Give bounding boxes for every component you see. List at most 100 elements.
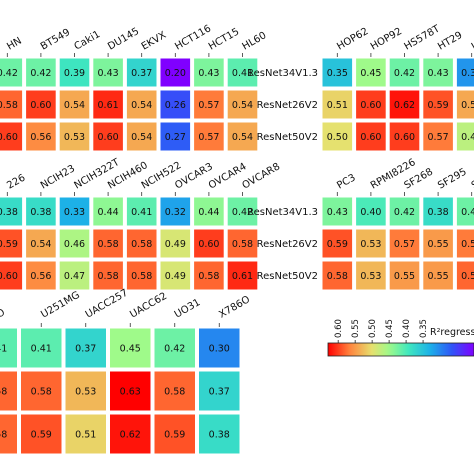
heatmap-cell-value: 0.56: [30, 132, 51, 143]
heatmap-cell: [159, 89, 192, 120]
heatmap-cell-value: 0.45: [120, 344, 141, 355]
heatmap-cell: [193, 196, 225, 227]
heatmap-cell: [58, 228, 91, 259]
heatmap-cell-value: 0.41: [232, 68, 253, 79]
heatmap-cell: [159, 228, 192, 259]
heatmap-cell: [0, 57, 24, 88]
heatmap-cell-value: 0.46: [64, 239, 85, 250]
heatmap-cell-value: 0.53: [64, 132, 85, 143]
column-label: IGROV1: [470, 24, 474, 53]
heatmap-cell: [226, 57, 259, 88]
heatmap-cell-value: 0.53: [360, 239, 381, 250]
heatmap-cell: [388, 121, 421, 152]
heatmap-cell: [159, 196, 192, 227]
heatmap-cell-value: 0.57: [198, 132, 219, 143]
heatmap-cell: [25, 196, 57, 227]
heatmap-cell: [20, 413, 63, 455]
heatmap-cell-value: 0.47: [461, 132, 474, 143]
heatmap-cell-value: 0.56: [30, 271, 51, 282]
heatmap-cell: [193, 228, 225, 259]
column-label: 226: [5, 173, 27, 192]
heatmap-cell: [455, 260, 474, 291]
heatmap-cell-value: 0.41: [31, 344, 52, 355]
heatmap-cell-value: 0.51: [75, 430, 96, 441]
row-label: ResNet34V1.3: [247, 207, 318, 218]
heatmap-cell: [58, 121, 91, 152]
heatmap-cell: [388, 89, 421, 120]
heatmap-cell-value: 0.39: [64, 68, 85, 79]
heatmap-cell: [355, 228, 387, 259]
heatmap-cell-value: 0.42: [30, 68, 51, 79]
heatmap-cell: [388, 196, 421, 227]
column-label: HOP92: [369, 26, 404, 53]
heatmap-cell: [109, 327, 152, 369]
heatmap-cell-value: 0.30: [209, 344, 230, 355]
row-label: ResNet50V2: [257, 271, 318, 282]
colorbar-title: R²regress: [430, 327, 474, 338]
heatmap-cell: [422, 228, 454, 259]
heatmap-cell: [0, 413, 18, 455]
heatmap-cell: [422, 57, 454, 88]
heatmap-cell: [25, 260, 57, 291]
heatmap-cell-value: 0.37: [209, 387, 230, 398]
heatmap-cell: [321, 260, 354, 291]
heatmap-cell: [355, 89, 387, 120]
heatmap-cell: [25, 89, 57, 120]
heatmap-cell: [226, 228, 259, 259]
heatmap-cell: [422, 121, 454, 152]
heatmap-cell-value: 0.42: [164, 344, 185, 355]
heatmap-cell-value: 0.32: [165, 207, 186, 218]
heatmap-cell: [193, 89, 225, 120]
column-label: NCIH23: [39, 163, 77, 191]
heatmap-cell: [0, 121, 24, 152]
heatmap-cell: [0, 370, 18, 412]
heatmap-cell: [321, 121, 354, 152]
heatmap-cell-value: 0.54: [64, 100, 85, 111]
heatmap-cell: [226, 89, 259, 120]
panel-C: [0, 196, 259, 291]
column-label: UACC257: [84, 288, 130, 321]
heatmap-cell-value: 0.42: [232, 207, 253, 218]
heatmap-cell-value: 0.54: [461, 100, 474, 111]
heatmap-cell-value: 0.60: [0, 132, 18, 143]
heatmap-cell: [226, 260, 259, 291]
heatmap-cell: [92, 57, 124, 88]
heatmap-cell: [58, 260, 91, 291]
panel-B: [321, 57, 474, 152]
heatmap-cell-value: 0.44: [198, 207, 219, 218]
column-label: BT549: [39, 27, 72, 53]
column-label: PC3: [335, 172, 357, 191]
heatmap-cell-value: 0.40: [360, 207, 381, 218]
heatmap-cell-value: 0.45: [360, 68, 381, 79]
heatmap-cell-value: 0.38: [0, 207, 18, 218]
heatmap-cell-value: 0.41: [131, 207, 152, 218]
column-label: SF295: [436, 166, 469, 191]
heatmap-cell-value: 0.58: [131, 271, 152, 282]
heatmap-cell-value: 0.42: [394, 207, 415, 218]
heatmap-cell: [0, 260, 24, 291]
heatmap-cell: [20, 370, 63, 412]
heatmap-cell-value: 0.54: [30, 239, 51, 250]
colorbar-tick-label: 0.55: [351, 319, 361, 338]
row-label: ResNet34V1.3: [247, 68, 318, 79]
heatmap-cell-value: 0.61: [232, 271, 253, 282]
heatmap-cell-value: 0.49: [165, 239, 186, 250]
heatmap-cell-value: 0.55: [394, 271, 415, 282]
heatmap-cell-value: 0.42: [394, 68, 415, 79]
heatmap-cell: [0, 196, 24, 227]
heatmap-cell-value: 0.60: [0, 271, 18, 282]
heatmap-cell-value: 0.62: [394, 100, 415, 111]
heatmap-cell: [92, 121, 124, 152]
heatmap-cell: [25, 121, 57, 152]
heatmap-cell: [355, 196, 387, 227]
heatmap-cell-value: 0.58: [461, 271, 474, 282]
heatmap-cell-value: 0.60: [360, 132, 381, 143]
heatmap-cell-value: 0.53: [75, 387, 96, 398]
colorbar-tick-label: 0.60: [334, 319, 344, 338]
heatmap-cell: [226, 121, 259, 152]
heatmap-cell: [125, 57, 158, 88]
heatmap-cell-value: 0.60: [360, 100, 381, 111]
heatmap-cell: [125, 196, 158, 227]
column-label: HN: [5, 36, 23, 53]
heatmap-cell-value: 0.59: [31, 430, 52, 441]
